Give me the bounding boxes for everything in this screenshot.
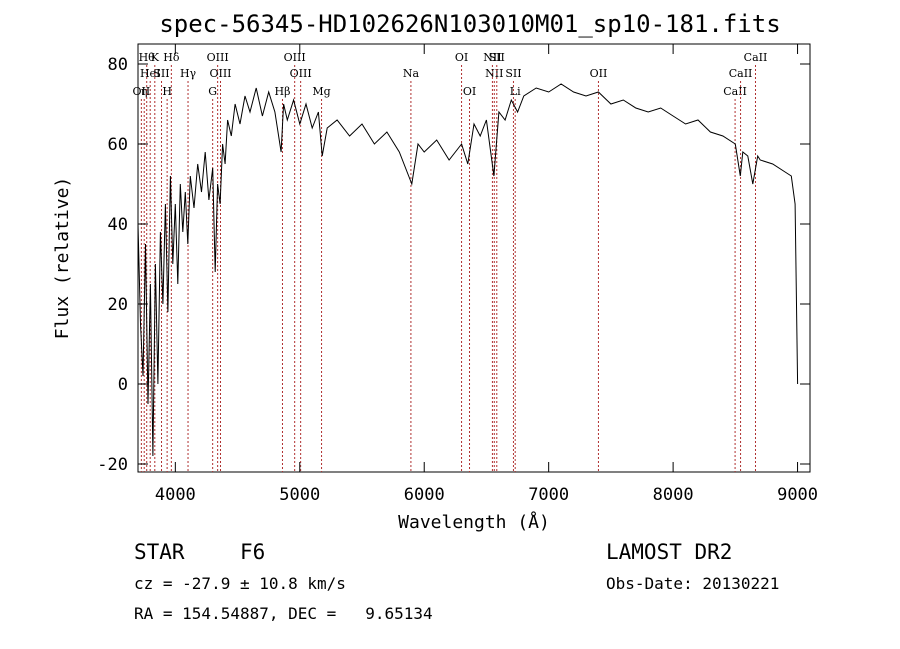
line-marker-label: SII <box>505 67 521 80</box>
line-marker-label: G <box>208 85 217 98</box>
x-tick-label: 7000 <box>528 485 569 505</box>
line-marker-label: OIII <box>284 51 306 64</box>
y-tick-label: 20 <box>108 295 128 315</box>
line-marker-label: Hγ <box>180 67 197 80</box>
survey-name: LAMOST DR2 <box>606 540 733 564</box>
line-marker-label: CaII <box>744 51 768 64</box>
line-marker-label: SII <box>153 67 169 80</box>
y-tick-label: 60 <box>108 135 128 155</box>
line-marker-label: SII <box>489 51 505 64</box>
object-subclass: F6 <box>240 540 266 564</box>
spectrum-line <box>137 83 799 457</box>
line-marker-label: HeI <box>140 67 160 80</box>
line-marker-label: NII <box>483 51 501 64</box>
line-marker-label: CaII <box>723 85 747 98</box>
line-marker-label: Mg <box>312 85 330 98</box>
line-marker-label: CaII <box>729 67 753 80</box>
chart-title: spec-56345-HD102626N103010M01_sp10-181.f… <box>159 10 780 38</box>
line-marker-label: K <box>151 51 160 64</box>
x-tick-label: 8000 <box>653 485 694 505</box>
line-marker-label: OII <box>590 67 608 80</box>
line-marker-label: Li <box>510 85 521 98</box>
line-marker-label: Hδ <box>163 51 180 64</box>
plot-frame <box>137 43 811 473</box>
y-tick-label: -20 <box>97 455 128 475</box>
y-tick-label: 40 <box>108 215 128 235</box>
object-class: STAR <box>134 540 185 564</box>
x-tick-label: 6000 <box>404 485 445 505</box>
coordinates-text: RA = 154.54887, DEC = 9.65134 <box>134 604 433 623</box>
line-marker-label: OIII <box>209 67 231 80</box>
line-marker-label: H <box>162 85 172 98</box>
x-axis-label: Wavelength (Å) <box>398 511 550 533</box>
line-marker-label: η <box>141 85 148 98</box>
x-tick-label: 5000 <box>279 485 320 505</box>
line-marker-label: Hβ <box>275 85 291 98</box>
line-marker-label: OII <box>133 85 151 98</box>
line-marker-label: OI <box>463 85 476 98</box>
redshift-text: cz = -27.9 ± 10.8 km/s <box>134 574 346 593</box>
line-marker-label: OI <box>455 51 468 64</box>
line-marker-label: OIII <box>290 67 312 80</box>
x-tick-label: 9000 <box>777 485 818 505</box>
line-marker-label: Na <box>403 67 420 80</box>
line-marker-label: Hθ <box>139 51 156 64</box>
line-marker-label: OIII <box>207 51 229 64</box>
y-tick-label: 0 <box>118 375 128 395</box>
y-tick-label: 80 <box>108 55 128 75</box>
y-axis-label: Flux (relative) <box>52 177 73 340</box>
axis-ticks: 4000 5000 6000 7000 8000 9000 -20 0 20 40 60 80 <box>97 44 818 505</box>
x-tick-label: 4000 <box>155 485 196 505</box>
observation-date: Obs-Date: 20130221 <box>606 574 780 593</box>
emission-line-markers: OIIηHθHeIKSIIHHδHγGOIIIOIIIHβOIIIOIIIMgN… <box>133 51 768 472</box>
line-marker-label: NII <box>485 67 503 80</box>
